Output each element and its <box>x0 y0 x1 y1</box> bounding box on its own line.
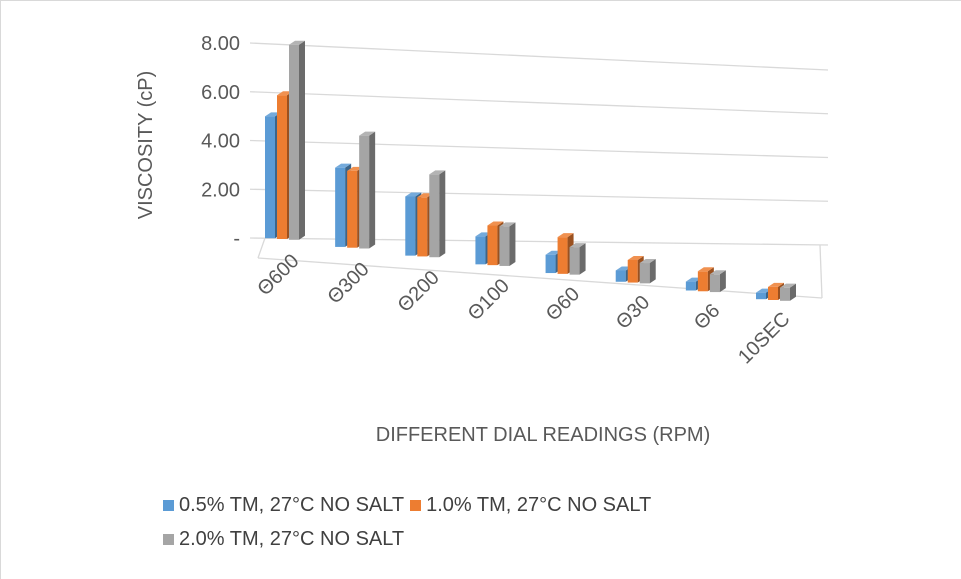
legend-label-series-3: 2.0% TM, 27°C NO SALT <box>179 527 405 550</box>
bar-front-face <box>569 247 580 275</box>
bar-top-face <box>359 131 376 136</box>
legend-item-series-1: 0.5% TM, 27°C NO SALT <box>163 494 404 517</box>
x-tick-label: Θ600 <box>253 250 303 300</box>
bar-front-face <box>780 287 790 301</box>
bar-front-face <box>627 259 638 283</box>
bar-top-face <box>487 221 504 226</box>
legend-swatch-series-2 <box>410 499 422 511</box>
gridline <box>249 91 829 115</box>
bar-3-6 <box>639 259 656 284</box>
x-tick-label: Θ100 <box>464 275 514 325</box>
bar-front-face <box>335 167 346 247</box>
legend-label-series-2: 1.0% TM, 27°C NO SALT <box>426 493 652 516</box>
bar-top-face <box>405 192 422 197</box>
bar-front-face <box>265 116 275 239</box>
bar-top-face <box>627 255 644 260</box>
bar-front-face <box>499 226 510 266</box>
x-tick-label: Θ60 <box>542 283 584 325</box>
gridlines <box>249 42 829 299</box>
floor-left-edge <box>257 237 266 259</box>
y-tick-labels: - 2.00 4.00 6.00 8.00 <box>201 33 240 250</box>
floor-right-edge <box>819 244 823 299</box>
bar-front-face <box>475 236 486 265</box>
bar-top-face <box>697 267 714 272</box>
y-tick-label: - <box>233 228 240 250</box>
bar-3-4 <box>499 222 516 266</box>
floor-front-edge <box>257 257 823 299</box>
bar-side-face <box>579 243 586 275</box>
bar-top-face <box>780 283 796 288</box>
bar-top-face <box>335 163 352 168</box>
bar-front-face <box>709 274 720 293</box>
bar-front-face <box>359 135 370 249</box>
bar-front-face <box>289 44 299 240</box>
legend-swatch-series-3 <box>163 533 174 545</box>
legend-item-series-3: 2.0% TM, 27°C NO SALT <box>163 528 404 551</box>
bar-front-face <box>347 170 358 248</box>
gridline <box>249 139 829 159</box>
bar-front-face <box>277 95 287 239</box>
bar-top-face <box>768 282 784 287</box>
legend-label-series-1: 0.5% TM, 27°C NO SALT <box>179 493 405 516</box>
bar-side-face <box>299 40 305 240</box>
legend: 0.5% TM, 27°C NO SALT 1.0% TM, 27°C NO S… <box>163 488 863 556</box>
gridline <box>249 42 829 71</box>
bar-side-face <box>369 131 376 249</box>
bar-top-face <box>289 40 305 45</box>
bar-3-7 <box>709 270 726 293</box>
x-tick-label: Θ6 <box>690 300 724 334</box>
y-axis-title: VISCOSITY (cP) <box>135 71 157 220</box>
bar-side-face <box>439 170 446 258</box>
bar-front-face <box>756 292 766 300</box>
bar-top-face <box>429 170 446 175</box>
bar-3-3 <box>429 170 446 258</box>
bars <box>265 40 796 301</box>
bar-front-face <box>615 270 626 282</box>
bar-front-face <box>639 263 650 284</box>
bar-3-1 <box>289 40 305 240</box>
bar-front-face <box>417 197 428 257</box>
bar-front-face <box>557 237 568 274</box>
bar-top-face <box>557 233 574 238</box>
bar-top-face <box>709 270 726 275</box>
y-tick-label: 8.00 <box>201 33 240 55</box>
legend-row-2: 2.0% TM, 27°C NO SALT <box>163 522 863 556</box>
bar-front-face <box>697 271 708 292</box>
x-tick-label: Θ200 <box>394 267 444 317</box>
bar-front-face <box>545 254 556 274</box>
bar-front-face <box>487 225 498 266</box>
bar-3-8 <box>780 283 796 301</box>
bar-3-5 <box>569 243 586 275</box>
legend-row-1: 0.5% TM, 27°C NO SALT 1.0% TM, 27°C NO S… <box>163 488 863 522</box>
y-tick-label: 4.00 <box>201 131 240 153</box>
x-axis-title: DIFFERENT DIAL READINGS (RPM) <box>376 424 710 446</box>
bar-front-face <box>768 286 778 300</box>
legend-item-series-2: 1.0% TM, 27°C NO SALT <box>410 494 651 517</box>
bar-side-face <box>719 270 726 293</box>
bar-side-face <box>790 283 796 301</box>
bar-3-2 <box>359 131 376 249</box>
bar-top-face <box>499 222 516 227</box>
y-tick-label: 2.00 <box>201 179 240 201</box>
bar-front-face <box>405 196 416 256</box>
y-tick-label: 6.00 <box>201 82 240 104</box>
bar-front-face <box>429 174 440 258</box>
legend-swatch-series-1 <box>163 499 174 511</box>
x-tick-label: Θ30 <box>612 291 654 333</box>
bar-top-face <box>569 243 586 248</box>
bar-top-face <box>639 259 656 264</box>
x-tick-label: 10SEC <box>734 308 794 368</box>
bar-side-face <box>649 259 656 284</box>
bar-front-face <box>685 281 696 291</box>
bar-side-face <box>509 222 516 266</box>
